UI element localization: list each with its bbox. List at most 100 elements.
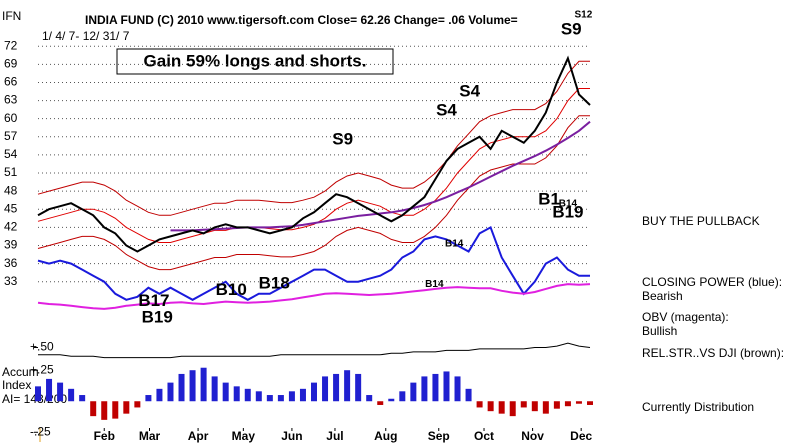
bar xyxy=(222,382,229,402)
bar xyxy=(35,386,41,402)
x-tick-label: Feb xyxy=(94,429,115,443)
series-line xyxy=(37,60,590,216)
bar xyxy=(46,378,53,402)
bar xyxy=(255,391,262,402)
y-tick-label: +.25 xyxy=(30,362,54,376)
bar xyxy=(443,371,450,402)
bar xyxy=(410,382,417,402)
x-tick-label: May xyxy=(232,429,256,443)
bar xyxy=(587,401,593,405)
bar xyxy=(200,367,207,402)
y-tick-label: 45 xyxy=(4,201,18,215)
y-tick-label: 63 xyxy=(4,93,18,107)
signal-label: B19 xyxy=(552,202,583,221)
bar xyxy=(167,382,174,402)
bar xyxy=(454,376,461,402)
series-line xyxy=(37,225,590,301)
x-tick-label: Apr xyxy=(188,429,209,443)
bar xyxy=(322,376,329,402)
signal-label: S4 xyxy=(436,100,457,119)
bar xyxy=(377,401,384,405)
y-tick-label: 36 xyxy=(4,256,18,270)
bar xyxy=(112,401,119,419)
bar xyxy=(57,382,64,402)
gain-text: Gain 59% longs and shorts. xyxy=(144,51,367,70)
legend-entry: REL.STR..VS DJI (brown): xyxy=(642,346,784,360)
x-tick-label: Jun xyxy=(281,429,302,443)
x-tick-label: Oct xyxy=(474,429,494,443)
x-tick-label: Sep xyxy=(428,429,450,443)
legend-entry: CLOSING POWER (blue): xyxy=(642,275,782,289)
bar xyxy=(277,395,284,402)
signal-label: B17 xyxy=(138,291,169,310)
signal-label: B10 xyxy=(216,280,247,299)
gain-box xyxy=(116,48,394,75)
bar xyxy=(145,395,152,402)
signal-label: S4 xyxy=(459,82,480,101)
bar xyxy=(123,401,130,414)
bar xyxy=(399,391,406,402)
signal-label: S9 xyxy=(332,129,353,148)
bar xyxy=(178,373,185,402)
panel-title: Index xyxy=(2,378,31,392)
x-tick-label: Nov xyxy=(521,429,544,443)
y-tick-label: 42 xyxy=(4,220,18,234)
panel-title: Accum xyxy=(2,365,39,379)
bar xyxy=(564,401,571,407)
bar xyxy=(233,386,240,402)
signal-label: B18 xyxy=(259,274,290,293)
legend-status: Bullish xyxy=(642,324,677,338)
y-tick-label: 60 xyxy=(4,111,18,125)
bar xyxy=(156,388,163,402)
bar xyxy=(531,401,538,412)
bar xyxy=(487,401,494,412)
bar xyxy=(421,376,428,402)
y-tick-label: -.25 xyxy=(30,424,51,438)
series-line xyxy=(37,283,591,310)
bar xyxy=(498,401,505,414)
series-line xyxy=(37,115,590,271)
bar xyxy=(509,401,516,417)
bar xyxy=(542,401,549,414)
bar xyxy=(366,395,373,402)
signal-label: B19 xyxy=(142,307,173,326)
y-tick-label: 51 xyxy=(4,165,18,179)
y-tick-label: 48 xyxy=(4,183,18,197)
bar xyxy=(432,373,439,402)
bar xyxy=(388,398,395,402)
x-tick-label: Dec xyxy=(570,429,592,443)
bar xyxy=(244,388,251,402)
bar xyxy=(553,401,560,409)
chart-title: INDIA FUND (C) 2010 www.tigersoft.com Cl… xyxy=(85,13,518,27)
bar xyxy=(355,373,362,402)
status: Currently Distribution xyxy=(642,400,754,414)
y-tick-label: 57 xyxy=(4,129,18,143)
signal-label: B14 xyxy=(445,238,464,249)
legend-status: Bearish xyxy=(642,289,683,303)
series-line xyxy=(37,88,590,243)
y-tick-label: +.50 xyxy=(30,340,54,354)
bar xyxy=(211,376,218,402)
x-tick-label: Jul xyxy=(326,429,343,443)
bar xyxy=(520,401,527,408)
series-line xyxy=(37,55,591,253)
signal-label: B14 xyxy=(559,198,578,209)
bar xyxy=(476,401,483,408)
bar xyxy=(575,401,582,404)
y-tick-label: 72 xyxy=(4,38,18,52)
bar xyxy=(344,370,351,402)
signal-label: B14 xyxy=(425,279,444,290)
bar xyxy=(333,373,340,402)
symbol: IFN xyxy=(2,9,21,23)
bar xyxy=(189,370,196,402)
y-tick-label: 33 xyxy=(4,274,18,288)
comment: BUY THE PULLBACK xyxy=(642,214,760,228)
y-tick-label: 39 xyxy=(4,238,18,252)
bar xyxy=(90,401,97,417)
x-tick-label: Aug xyxy=(374,429,397,443)
signal-label: S9 xyxy=(561,19,582,38)
y-tick-label: 66 xyxy=(4,75,18,89)
x-tick-label: Mar xyxy=(139,429,161,443)
bar xyxy=(79,395,86,402)
